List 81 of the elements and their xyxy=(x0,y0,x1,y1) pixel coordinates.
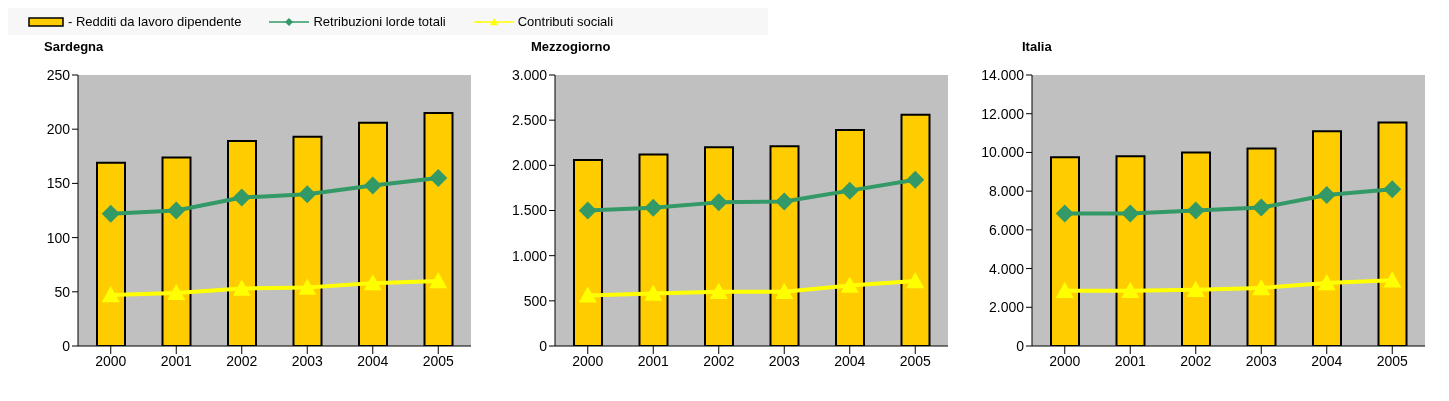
x-tick-label: 2001 xyxy=(1114,352,1147,369)
point xyxy=(1121,204,1140,223)
y-tick-label: 6.000 xyxy=(988,221,1025,238)
y-tick-label: 0 xyxy=(539,337,548,354)
y-tick-label: 12.000 xyxy=(981,105,1025,122)
x-tick-label: 2003 xyxy=(1245,352,1278,369)
y-tick-label: 3.000 xyxy=(511,66,548,83)
x-tick-label: 2000 xyxy=(1049,352,1081,369)
point xyxy=(644,284,663,301)
y-tick-label: 200 xyxy=(46,121,71,138)
x-tick-label: 2003 xyxy=(768,352,801,369)
point xyxy=(232,279,251,296)
point xyxy=(1186,201,1205,220)
y-tick-label: 2.500 xyxy=(511,112,548,129)
point xyxy=(840,276,859,293)
y-tick-label: 8.000 xyxy=(988,183,1025,200)
point xyxy=(167,283,186,301)
y-tick-label: 1.000 xyxy=(511,247,548,264)
y-tick-label: 50 xyxy=(54,283,71,300)
point xyxy=(1317,186,1336,205)
point xyxy=(709,193,728,212)
y-tick-label: 2.000 xyxy=(988,299,1025,316)
chart-title: Sardegna xyxy=(44,39,104,54)
x-tick-label: 2002 xyxy=(703,352,735,369)
point xyxy=(1252,278,1271,296)
point xyxy=(429,271,448,289)
x-tick-label: 2000 xyxy=(572,352,604,369)
point xyxy=(298,185,317,204)
y-tick-label: 4.000 xyxy=(988,260,1025,277)
chart-title: Mezzogiorno xyxy=(531,39,611,54)
point xyxy=(578,286,597,303)
x-tick-label: 2002 xyxy=(1180,352,1212,369)
x-tick-label: 2002 xyxy=(226,352,258,369)
point xyxy=(363,274,382,291)
legend-label: Retribuzioni lorde totali xyxy=(313,14,446,29)
point xyxy=(1121,281,1140,299)
point xyxy=(1055,281,1074,299)
x-tick-label: 2005 xyxy=(422,352,455,369)
y-tick-label: 10.000 xyxy=(981,144,1025,161)
point xyxy=(101,286,120,303)
point xyxy=(1252,198,1271,217)
x-tick-label: 2004 xyxy=(1311,352,1343,369)
x-tick-label: 2004 xyxy=(357,352,389,369)
point xyxy=(578,201,597,220)
point xyxy=(1383,180,1402,199)
x-tick-label: 2003 xyxy=(291,352,324,369)
point xyxy=(101,204,120,223)
chart-title: Italia xyxy=(1022,39,1052,54)
y-tick-label: 250 xyxy=(46,66,71,83)
point xyxy=(840,181,859,200)
point xyxy=(429,168,448,187)
point xyxy=(363,176,382,195)
x-tick-label: 2001 xyxy=(637,352,670,369)
y-tick-label: 150 xyxy=(46,175,71,192)
legend-label: Contributi sociali xyxy=(517,14,614,29)
x-tick-label: 2004 xyxy=(834,352,866,369)
y-tick-label: 0 xyxy=(62,337,71,354)
point xyxy=(709,282,728,299)
y-tick-label: 1.500 xyxy=(511,202,548,219)
point xyxy=(1055,204,1074,223)
point xyxy=(1383,271,1402,288)
point xyxy=(906,271,925,289)
legend-label: - Redditi da lavoro dipendente xyxy=(68,14,242,29)
point xyxy=(167,201,186,220)
point xyxy=(298,278,317,295)
point xyxy=(232,188,251,207)
y-tick-label: 500 xyxy=(523,292,548,309)
point xyxy=(906,170,925,189)
x-tick-label: 2005 xyxy=(1376,352,1409,369)
point xyxy=(644,198,663,217)
y-tick-label: 0 xyxy=(1016,337,1025,354)
point xyxy=(1186,280,1205,298)
x-tick-label: 2005 xyxy=(899,352,932,369)
x-tick-label: 2000 xyxy=(95,352,127,369)
y-tick-label: 2.000 xyxy=(511,157,548,174)
point xyxy=(775,282,794,299)
point xyxy=(1317,274,1336,291)
y-tick-label: 100 xyxy=(46,229,71,246)
y-tick-label: 14.000 xyxy=(981,66,1025,83)
x-tick-label: 2001 xyxy=(160,352,193,369)
point xyxy=(775,192,794,211)
